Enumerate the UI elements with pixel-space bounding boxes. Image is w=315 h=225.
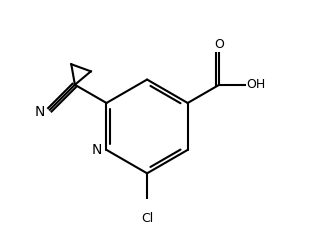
- Text: O: O: [214, 38, 224, 51]
- Text: N: N: [34, 105, 45, 119]
- Text: N: N: [92, 143, 102, 157]
- Text: Cl: Cl: [141, 212, 153, 225]
- Text: OH: OH: [247, 78, 266, 91]
